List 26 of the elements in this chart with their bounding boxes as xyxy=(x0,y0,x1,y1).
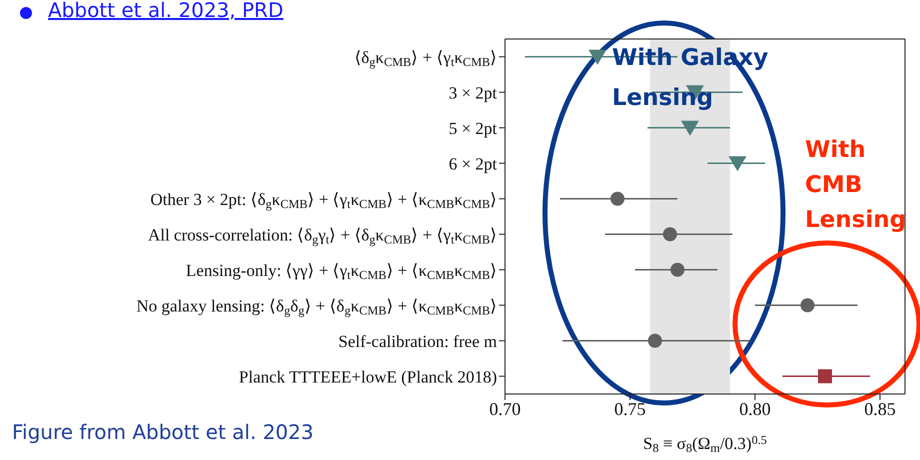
x-tick-label: 0.85 xyxy=(864,398,896,419)
y-tick-label: 5 × 2pt xyxy=(448,118,498,138)
point xyxy=(610,192,624,206)
y-tick-label: 3 × 2pt xyxy=(448,83,498,102)
category-label: Other 3 × 2pt: ⟨δ$_{g}$κ$_{CMB}$⟩ + ⟨γ$_{t}$κ$_{CMB}$⟩ + ⟨κ$_{CMB}$κ$_{CMB}$⟩ xyxy=(150,190,497,211)
y-tick-label: Planck TTTEEE+lowE (Planck 2018) xyxy=(238,367,497,386)
y-tick-label: 6 × 2pt xyxy=(448,154,498,174)
point xyxy=(818,369,832,384)
point xyxy=(681,120,699,136)
point xyxy=(800,298,814,312)
category-label: Lensing-only: ⟨γγ⟩ + ⟨γ$_{t}$κ$_{CMB}$⟩ + ⟨κ$_{CMB}$κ$_{CMB}$⟩ xyxy=(186,260,497,282)
point xyxy=(670,262,684,277)
text: Abbott et al. 2023, PRD xyxy=(48,0,284,22)
x-tick-label: 0.75 xyxy=(614,398,646,419)
point xyxy=(663,227,677,242)
x-tick-label: 0.70 xyxy=(489,398,521,419)
category-label: ⟨δ$_{g}$κ$_{CMB}$⟩ + ⟨γ$_{t}$κ$_{CMB}$⟩ xyxy=(354,48,497,69)
y-tick-label: Self-calibration: free m xyxy=(338,332,497,351)
text: Figure from Abbott et al. 2023 xyxy=(12,420,314,444)
annotation: With CMB Lensing xyxy=(805,137,906,233)
x-tick-label: 0.80 xyxy=(739,398,771,419)
point xyxy=(588,50,606,65)
point xyxy=(648,334,662,348)
point xyxy=(728,156,746,172)
category-label: No galaxy lensing: ⟨δ$_{g}$δ$_{g}$⟩ + ⟨δ$_{g}$κ$_{CMB}$⟩ + ⟨κ$_{CMB}$κ$_{CMB}$⟩ xyxy=(136,296,497,318)
category-label: All cross-correlation: ⟨δ$_{g}$γ$_{t}$⟩ + ⟨δ$_{g}$κ$_{CMB}$⟩ + ⟨γ$_{t}$κ$_{CMB}$⟩ xyxy=(148,225,497,246)
